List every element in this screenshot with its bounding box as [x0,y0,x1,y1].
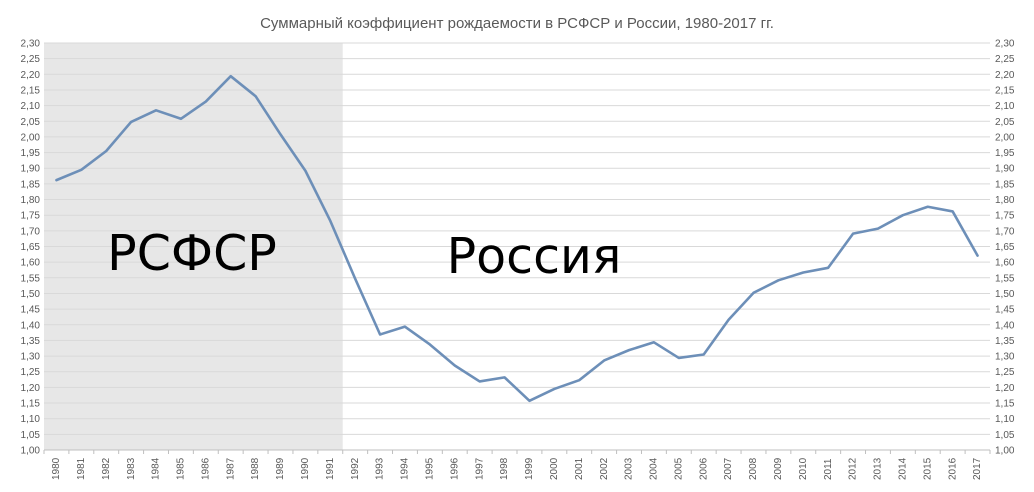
y-tick-label-right: 1,95 [995,148,1015,159]
y-tick-label-right: 1,15 [995,399,1015,410]
x-tick-label: 2000 [549,457,560,480]
x-tick-label: 2001 [574,457,585,480]
x-tick-label: 1984 [151,457,162,480]
x-tick-label: 1996 [449,457,460,480]
y-tick-label-left: 2,20 [21,70,41,81]
y-tick-label-right: 1,80 [995,195,1015,206]
y-tick-label-right: 2,05 [995,117,1015,128]
y-tick-label-left: 1,85 [21,179,41,190]
x-tick-label: 1985 [176,457,187,480]
x-tick-label: 1986 [200,457,211,480]
y-tick-label-right: 2,30 [995,39,1015,50]
y-tick-label-left: 1,20 [21,383,41,394]
x-tick-label: 1991 [325,457,336,480]
x-tick-label: 2006 [698,457,709,480]
chart-title: Суммарный коэффициент рождаемости в РСФС… [260,15,774,32]
y-tick-label-left: 1,10 [21,414,41,425]
x-tick-label: 1982 [101,457,112,480]
y-tick-label-left: 1,95 [21,148,41,159]
y-tick-label-left: 1,50 [21,289,41,300]
x-tick-label: 2014 [898,457,909,480]
y-tick-label-left: 2,15 [21,85,41,96]
x-tick-label: 2010 [798,457,809,480]
y-tick-label-right: 1,35 [995,336,1015,347]
x-tick-label: 2004 [649,457,660,480]
y-tick-label-right: 1,90 [995,164,1015,175]
x-tick-label: 2011 [823,458,834,480]
x-tick-label: 1992 [350,457,361,480]
y-tick-label-right: 1,45 [995,305,1015,316]
y-tick-label-right: 2,25 [995,54,1015,65]
y-tick-label-left: 1,25 [21,367,41,378]
y-tick-label-right: 1,70 [995,226,1015,237]
y-tick-label-right: 1,05 [995,430,1015,441]
y-tick-label-right: 1,10 [995,414,1015,425]
y-tick-label-right: 1,55 [995,273,1015,284]
y-tick-label-left: 2,10 [21,101,41,112]
y-tick-label-right: 1,75 [995,211,1015,222]
y-tick-label-right: 1,20 [995,383,1015,394]
y-tick-label-right: 1,50 [995,289,1015,300]
y-tick-label-right: 1,25 [995,367,1015,378]
y-tick-label-left: 2,05 [21,117,41,128]
x-tick-label: 2017 [972,457,983,480]
y-tick-label-left: 1,65 [21,242,41,253]
y-tick-label-left: 1,45 [21,305,41,316]
y-tick-label-right: 1,30 [995,352,1015,363]
y-tick-label-left: 1,40 [21,320,41,331]
y-tick-label-left: 1,55 [21,273,41,284]
y-tick-label-right: 2,20 [995,70,1015,81]
y-tick-label-left: 1,75 [21,211,41,222]
y-tick-label-right: 1,85 [995,179,1015,190]
y-tick-label-right: 1,65 [995,242,1015,253]
y-tick-label-right: 1,60 [995,258,1015,269]
y-tick-label-left: 1,80 [21,195,41,206]
x-tick-label: 1995 [425,457,436,480]
x-tick-label: 1990 [300,457,311,480]
x-tick-label: 2013 [873,457,884,480]
x-tick-label: 1998 [499,457,510,480]
x-tick-label: 1994 [400,457,411,480]
region-label-rsfsr: РСФСР [107,225,277,282]
x-tick-label: 2007 [723,457,734,480]
x-tick-label: 1983 [126,457,137,480]
y-tick-label-left: 1,30 [21,352,41,363]
y-tick-label-left: 1,00 [21,446,41,457]
x-tick-label: 1981 [76,457,87,480]
x-tick-label: 2005 [673,457,684,480]
y-tick-label-left: 1,60 [21,258,41,269]
y-tick-label-left: 2,25 [21,54,41,65]
x-tick-label: 2008 [748,457,759,480]
x-tick-label: 1999 [524,457,535,480]
y-tick-label-right: 2,10 [995,101,1015,112]
y-tick-label-left: 1,05 [21,430,41,441]
y-tick-label-left: 1,35 [21,336,41,347]
x-tick-label: 1987 [225,457,236,480]
x-tick-label: 2002 [599,457,610,480]
x-tick-label: 1988 [250,457,261,480]
x-tick-label: 1980 [51,457,62,480]
x-tick-label: 1989 [275,457,286,480]
y-tick-label-right: 1,40 [995,320,1015,331]
y-tick-label-left: 1,70 [21,226,41,237]
y-tick-label-right: 1,00 [995,446,1015,457]
x-tick-label: 1993 [375,457,386,480]
x-tick-label: 2003 [624,457,635,480]
y-tick-label-left: 1,15 [21,399,41,410]
y-tick-label-left: 2,00 [21,132,41,143]
x-tick-label: 2016 [947,457,958,480]
x-tick-label: 2012 [848,457,859,480]
series-line-fertility [55,74,979,403]
y-tick-label-left: 1,90 [21,164,41,175]
y-tick-label-right: 2,00 [995,132,1015,143]
y-tick-label-left: 2,30 [21,39,41,50]
y-tick-label-right: 2,15 [995,85,1015,96]
x-tick-label: 2009 [773,457,784,480]
x-tick-label: 2015 [922,457,933,480]
region-label-russia: Россия [447,228,622,285]
x-tick-label: 1997 [474,457,485,480]
